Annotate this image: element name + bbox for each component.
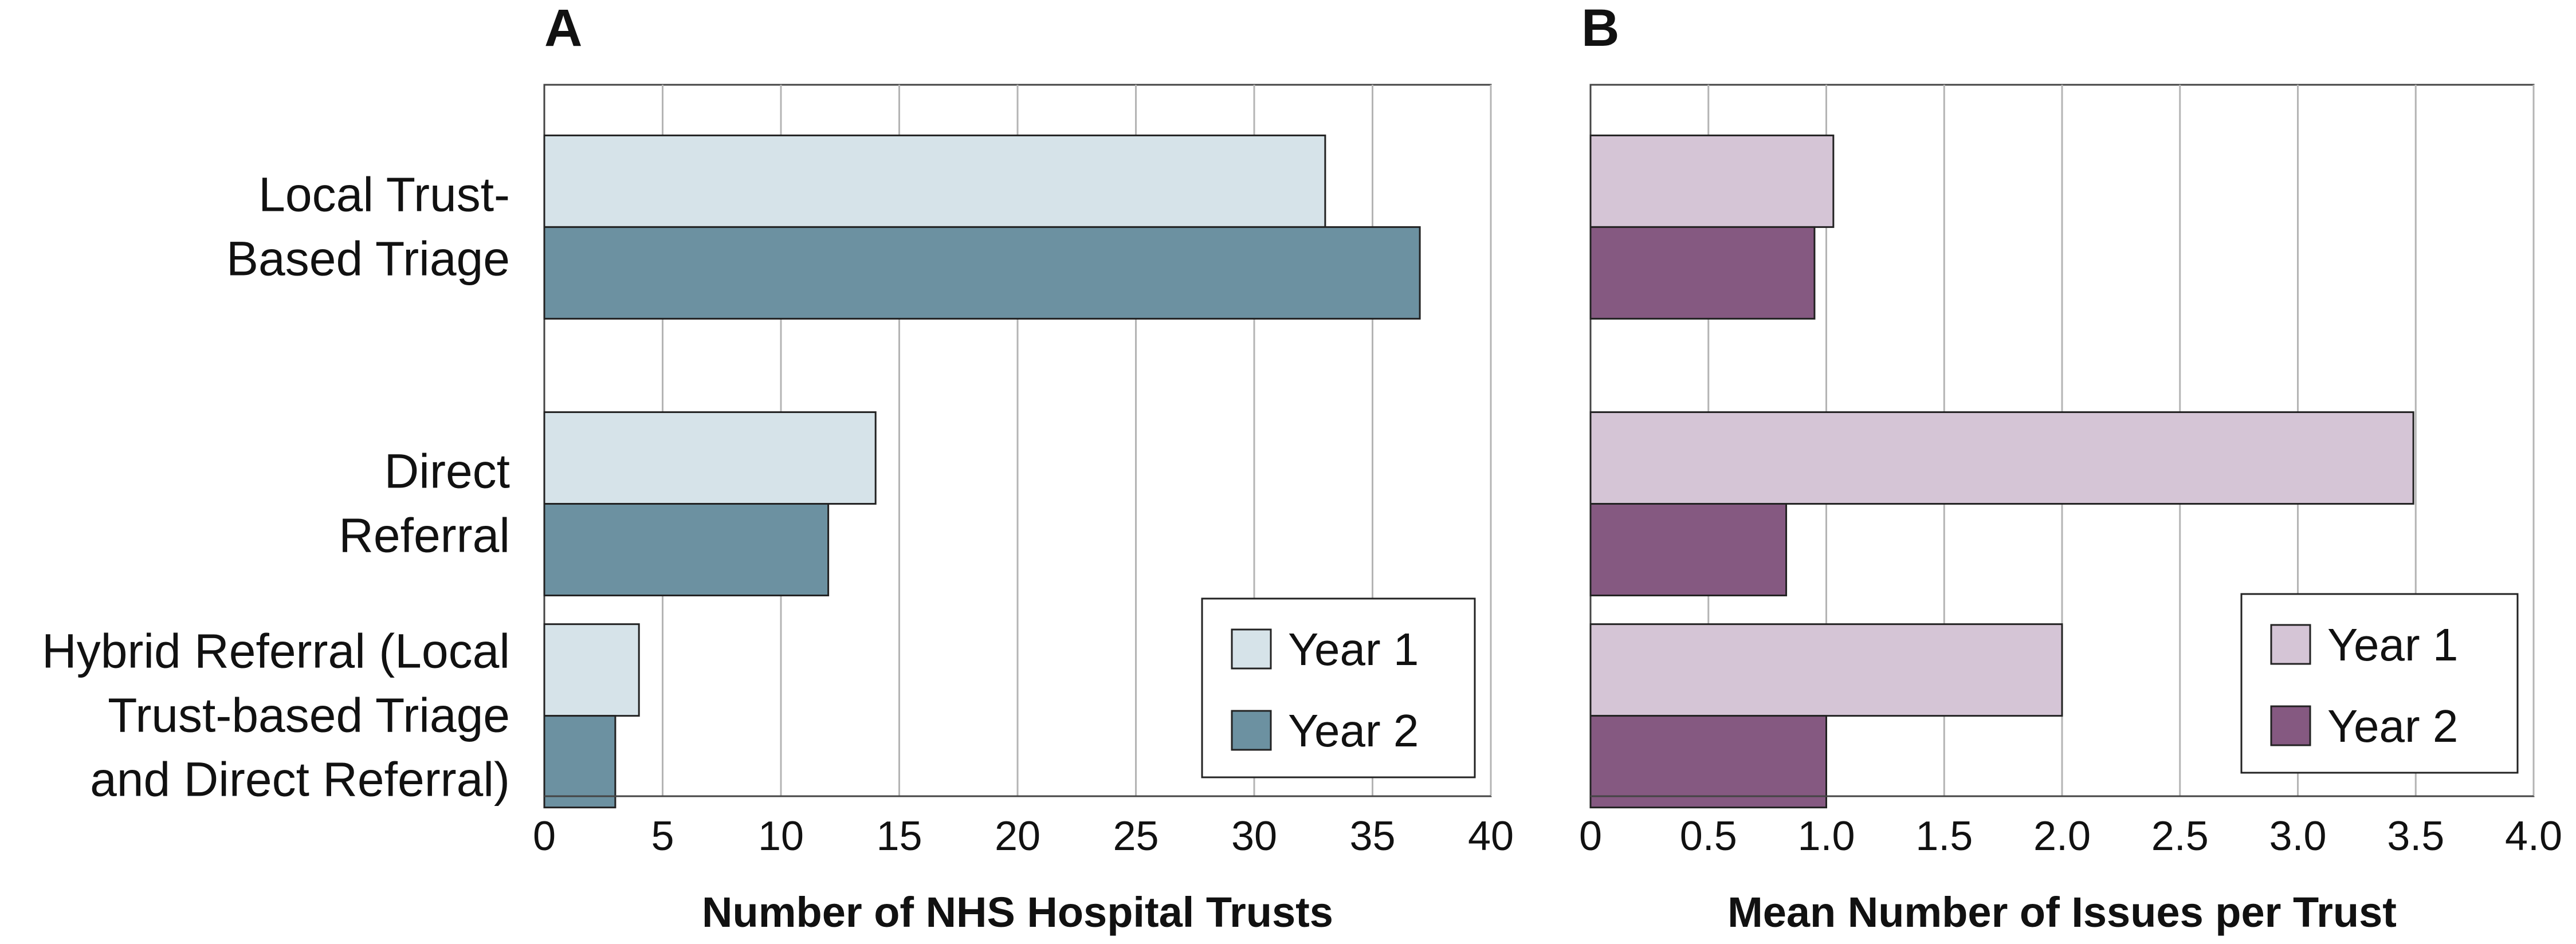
category-label-line: Hybrid Referral (Local (42, 624, 510, 678)
bar-a-1-year-2 (543, 226, 1421, 320)
bar-a-2-year-1 (543, 411, 877, 505)
legend-label-a-1: Year 1 (1288, 624, 1419, 675)
category-label-line: Direct (384, 445, 510, 498)
category-label-1: Local Trust- Based Triage (226, 167, 510, 285)
category-label-line: Trust-based Triage (108, 689, 510, 742)
legend-swatch-b-2 (2270, 705, 2311, 746)
category-label-line: Based Triage (226, 231, 510, 285)
bar-b-2-year-1 (1589, 411, 2414, 505)
x-tick-label-b: 1.5 (1915, 813, 1973, 859)
category-label-line: and Direct Referral) (90, 753, 510, 807)
bar-b-1-year-2 (1589, 226, 1816, 320)
x-tick-label-b: 2.0 (2033, 813, 2091, 859)
x-tick-label-b: 4.0 (2505, 813, 2562, 859)
bar-b-3-year-1 (1589, 623, 2063, 717)
x-tick-label-b: 0.5 (1680, 813, 1737, 859)
legend-swatch-a-2 (1231, 710, 1272, 751)
panel-b: B 0 0.5 1.0 1.5 2.0 2.5 3.0 3.5 4.0 Mean Number of… (1579, 0, 2562, 936)
legend-swatch-a-1 (1231, 628, 1272, 670)
x-tick-label-b: 1.0 (1797, 813, 1855, 859)
x-tick-label-b: 2.5 (2151, 813, 2209, 859)
x-axis-title-a: Number of NHS Hospital Trusts (702, 888, 1333, 936)
bar-b-3-year-2 (1589, 715, 1827, 809)
panel-letter-a: A (544, 0, 582, 57)
x-tick-label-a: 5 (651, 813, 674, 859)
bar-a-3-year-1 (543, 623, 640, 717)
bar-b-1-year-1 (1589, 134, 1835, 228)
bar-a-2-year-2 (543, 503, 830, 597)
x-tick-label-a: 35 (1349, 813, 1395, 859)
x-tick-label-b: 0 (1579, 813, 1602, 859)
bar-a-1-year-1 (543, 134, 1326, 228)
x-tick-label-a: 40 (1468, 813, 1514, 859)
x-axis-title-b: Mean Number of Issues per Trust (1727, 888, 2397, 936)
legend-swatch-b-1 (2270, 624, 2311, 665)
category-label-line: Referral (339, 509, 510, 563)
category-label-2: Direct Referral (339, 445, 510, 563)
legend-box-a (1201, 597, 1476, 778)
x-tick-label-a: 20 (995, 813, 1040, 859)
x-tick-label-a: 0 (533, 813, 556, 859)
x-tick-label-a: 30 (1231, 813, 1277, 859)
bar-a-3-year-2 (543, 715, 616, 809)
panel-a: A 0 5 10 15 20 25 30 35 40 Number of NHS Hospital … (42, 0, 1514, 936)
x-tick-label-b: 3.5 (2387, 813, 2444, 859)
category-label-line: Local Trust- (258, 167, 510, 221)
category-label-3: Hybrid Referral (Local Trust-based Triage… (42, 624, 510, 807)
x-tick-label-a: 25 (1113, 813, 1159, 859)
legend-label-b-2: Year 2 (2327, 701, 2458, 752)
bar-b-2-year-2 (1589, 503, 1788, 597)
panel-letter-b: B (1581, 0, 1619, 57)
x-tick-label-a: 10 (758, 813, 804, 859)
x-tick-label-b: 3.0 (2269, 813, 2326, 859)
legend-label-a-2: Year 2 (1288, 705, 1419, 756)
legend-label-b-1: Year 1 (2327, 619, 2458, 670)
x-tick-label-a: 15 (876, 813, 922, 859)
